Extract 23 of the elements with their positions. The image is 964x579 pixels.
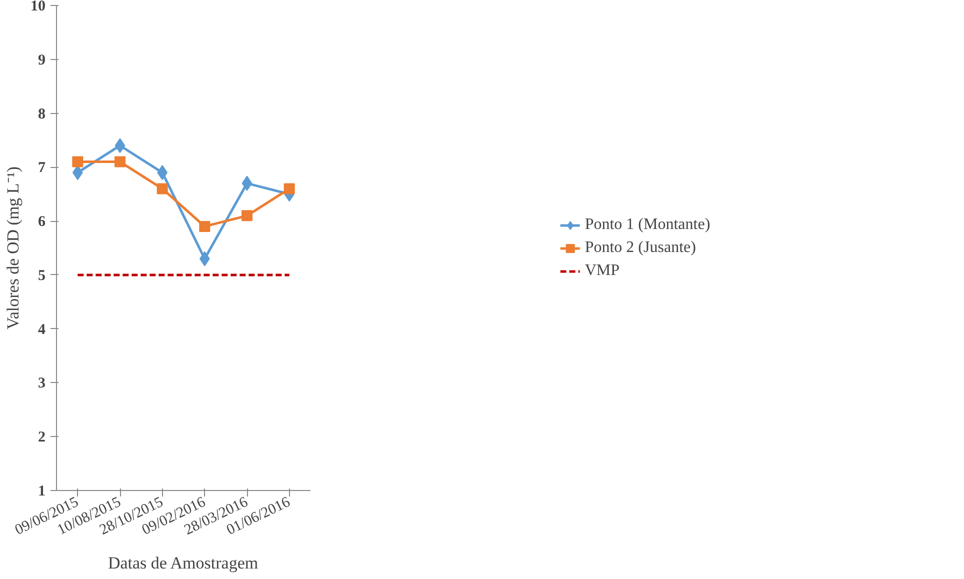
legend-label: Ponto 1 (Montante) xyxy=(584,216,710,234)
x-axis-title: Datas de Amostragem xyxy=(108,554,258,573)
point xyxy=(156,183,168,194)
point xyxy=(242,210,252,222)
point xyxy=(114,138,126,154)
y-axis-title: Valores de OD (mg L⁻¹) xyxy=(4,166,22,330)
point xyxy=(242,176,252,191)
y-tick-label: 3 xyxy=(38,376,46,392)
y-tick-label: 4 xyxy=(38,322,46,338)
y-tick-label: 9 xyxy=(38,52,46,68)
legend-label: Ponto 2 (Jusante) xyxy=(584,238,696,256)
point xyxy=(72,156,84,168)
y-tick-label: 2 xyxy=(38,430,46,446)
point xyxy=(284,183,295,194)
y-tick-label: 6 xyxy=(38,214,46,230)
point xyxy=(114,156,126,168)
y-tick-label: 5 xyxy=(38,268,46,284)
y-tick-label: 7 xyxy=(38,160,46,176)
point xyxy=(199,220,210,232)
y-tick-label: 10 xyxy=(30,0,46,14)
legend-label: VMP xyxy=(584,262,620,280)
y-tick-label: 8 xyxy=(38,106,46,122)
y-tick-label: 1 xyxy=(38,484,46,500)
